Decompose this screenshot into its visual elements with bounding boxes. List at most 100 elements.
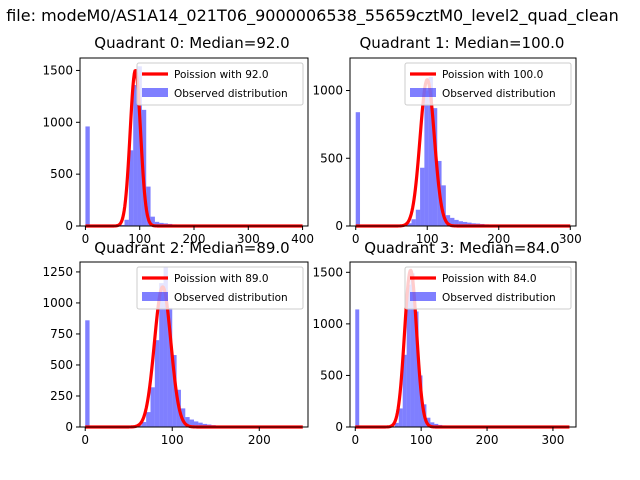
x-tick-label: 100 — [410, 433, 433, 447]
x-tick-label: 100 — [161, 433, 184, 447]
histogram-bar — [407, 223, 412, 226]
legend-hist-label: Observed distribution — [174, 292, 288, 304]
y-tick-label: 0 — [65, 420, 73, 434]
histogram-bar — [194, 421, 199, 427]
x-tick-label: 0 — [82, 232, 90, 246]
axes-frame — [349, 261, 577, 428]
histogram-bar — [189, 419, 194, 427]
histogram-bar — [398, 408, 403, 427]
x-tick-label: 200 — [248, 433, 271, 447]
histogram-bar — [458, 221, 463, 226]
y-tick-label: 500 — [320, 368, 343, 382]
histogram-bar — [467, 222, 472, 226]
y-tick-label: 750 — [50, 327, 73, 341]
y-tick-label: 500 — [320, 151, 343, 165]
histogram-bar — [133, 84, 138, 227]
axes-frame — [79, 261, 309, 428]
histogram-bar — [428, 76, 433, 226]
histogram-bar — [355, 309, 360, 427]
histogram-bar — [402, 354, 407, 427]
histogram-bar — [167, 307, 173, 427]
histogram-bar — [424, 90, 429, 226]
subplot-title: Quadrant 3: Median=84.0 — [364, 239, 559, 257]
legend-hist-label: Observed distribution — [442, 88, 556, 100]
subplot-title: Quadrant 0: Median=92.0 — [94, 34, 289, 52]
y-tick-label: 1250 — [42, 265, 73, 279]
y-tick-label: 500 — [50, 167, 73, 181]
x-tick-label: 0 — [351, 433, 359, 447]
subplot-quadrant-1: 0 100 200 300 0 500 1000 Poission with 100.0 Obs… — [312, 34, 581, 246]
legend-fit-label: Poission with 100.0 — [442, 69, 543, 81]
legend-box — [136, 266, 304, 310]
legend-fit-label: Poission with 89.0 — [174, 273, 269, 285]
subplot-quadrant-3: 0 100 200 300 0 500 1000 1500 Poission with 84.0… — [312, 239, 577, 447]
legend-hist-swatch — [410, 292, 436, 301]
histogram-bar — [355, 112, 361, 226]
histogram-bar — [410, 273, 415, 427]
legend-hist-swatch — [410, 88, 436, 97]
x-tick-label: 300 — [541, 433, 564, 447]
legend-fit-label: Poission with 84.0 — [442, 273, 537, 285]
y-tick-label: 250 — [50, 389, 73, 403]
y-tick-label: 0 — [65, 219, 73, 233]
y-tick-label: 0 — [335, 420, 343, 434]
x-tick-label: 300 — [237, 232, 260, 246]
histogram-bar — [432, 108, 438, 226]
histogram-bar — [154, 340, 160, 427]
figure-suptitle: n file: modeM0/AS1A14_021T06_9000006538_… — [0, 6, 619, 26]
x-tick-label: 200 — [476, 433, 499, 447]
x-tick-label: 0 — [352, 232, 360, 246]
histogram-bar — [146, 412, 151, 427]
histogram-bar — [146, 186, 151, 226]
y-tick-label: 500 — [50, 358, 73, 372]
legend-box — [136, 62, 304, 106]
histogram-bar — [198, 422, 203, 427]
histogram-bar — [185, 417, 190, 427]
histogram-bar — [85, 320, 90, 427]
histogram-bar — [163, 266, 168, 427]
subplot-title: Quadrant 1: Median=100.0 — [360, 34, 565, 52]
histogram-bar — [150, 387, 155, 427]
axes-frame — [349, 57, 577, 227]
histogram-bar — [430, 422, 435, 427]
x-tick-label: 200 — [487, 232, 510, 246]
histogram-bar — [120, 224, 125, 226]
histogram-bar — [445, 215, 451, 226]
y-tick-label: 1500 — [312, 265, 343, 279]
legend-box — [404, 62, 572, 106]
histogram-bar — [172, 355, 177, 427]
histogram-bar — [137, 66, 142, 226]
y-tick-label: 1000 — [312, 84, 343, 98]
x-tick-label: 0 — [81, 433, 89, 447]
histogram-bar — [415, 209, 421, 226]
x-tick-label: 100 — [128, 232, 151, 246]
legend-hist-swatch — [142, 292, 168, 301]
legend-hist-swatch — [142, 88, 168, 97]
histogram-bar — [454, 219, 459, 226]
y-tick-label: 1000 — [312, 317, 343, 331]
y-tick-label: 1500 — [42, 63, 73, 77]
y-tick-label: 0 — [335, 219, 343, 233]
histogram-bar — [128, 150, 134, 226]
subplot-title: Quadrant 2: Median=89.0 — [94, 239, 289, 257]
histogram-bar — [394, 422, 399, 427]
y-tick-label: 1000 — [42, 115, 73, 129]
histogram-bar — [159, 283, 164, 427]
histogram-bar — [411, 219, 416, 226]
subplot-quadrant-0: 0 100 200 300 400 0 500 1000 1500 Poission with 9… — [42, 34, 314, 246]
histogram-bar — [406, 284, 411, 427]
x-tick-label: 100 — [416, 232, 439, 246]
histogram-bar — [150, 216, 155, 226]
legend-box — [404, 266, 572, 310]
legend-hist-label: Observed distribution — [174, 88, 288, 100]
legend-hist-label: Observed distribution — [442, 292, 556, 304]
histogram-bar — [85, 126, 90, 226]
histogram-bar — [450, 217, 455, 226]
x-tick-label: 400 — [291, 232, 314, 246]
legend-fit-label: Poission with 92.0 — [174, 69, 269, 81]
histogram-bar — [463, 221, 468, 226]
histogram-bar — [124, 219, 129, 226]
subplot-quadrant-2: 0 100 200 0 250 500 750 1000 1250 Poission with 8… — [42, 239, 309, 447]
histogram-bar — [154, 221, 160, 226]
x-tick-label: 200 — [183, 232, 206, 246]
